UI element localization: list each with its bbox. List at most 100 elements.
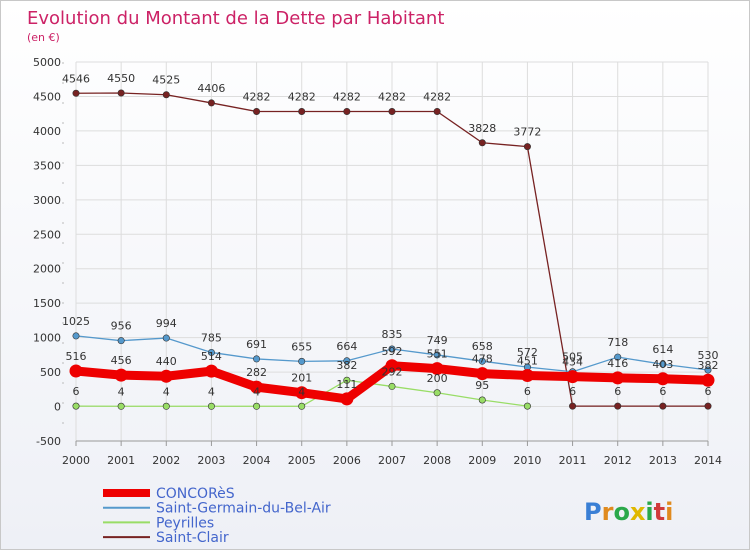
- data-label: 530: [698, 349, 719, 362]
- data-point: [114, 368, 128, 382]
- legend-label: CONCORèS: [156, 486, 235, 502]
- x-tick-label: 2004: [243, 454, 271, 467]
- data-label: 6: [705, 385, 712, 398]
- data-point: [478, 357, 486, 365]
- data-label: 4: [118, 385, 125, 398]
- data-label: 451: [517, 354, 538, 367]
- x-tick-label: 2007: [378, 454, 406, 467]
- data-label: 4: [208, 385, 215, 398]
- data-point: [117, 402, 125, 410]
- data-label: 4525: [152, 74, 180, 87]
- proxiti-logo: Proxiti: [584, 498, 673, 526]
- data-label: 4282: [423, 90, 451, 103]
- data-label-layer: 516 456 440 514 282 201 111 592 551 478 451 434 416 4…: [62, 72, 719, 398]
- data-label: 6: [524, 385, 531, 398]
- data-point: [117, 89, 125, 97]
- data-point: [204, 364, 218, 378]
- y-tick-label: 2000: [33, 263, 61, 276]
- data-label: 6: [614, 385, 621, 398]
- data-label: 505: [562, 351, 583, 364]
- data-point: [207, 402, 215, 410]
- data-label: 6: [659, 385, 666, 398]
- chart-title: Evolution du Montant de la Dette par Hab…: [27, 8, 444, 29]
- data-point: [388, 107, 396, 115]
- data-point: [566, 370, 580, 384]
- data-point: [475, 367, 489, 381]
- data-point: [253, 107, 261, 115]
- data-point: [295, 386, 309, 400]
- data-label: 111: [336, 378, 357, 391]
- data-label: 994: [156, 317, 177, 330]
- logo-letter: o: [613, 498, 630, 526]
- data-label: 4: [298, 385, 305, 398]
- x-tick-label: 2006: [333, 454, 361, 467]
- data-point: [162, 334, 170, 342]
- data-label: 516: [66, 350, 87, 363]
- data-point: [298, 107, 306, 115]
- data-label: 292: [382, 365, 403, 378]
- data-point: [704, 402, 712, 410]
- x-tick-label: 2013: [649, 454, 677, 467]
- axis-layer: -500050010001500200025003000350040004500…: [33, 56, 722, 467]
- data-label: 416: [607, 357, 628, 370]
- data-point: [430, 362, 444, 376]
- data-point: [614, 402, 622, 410]
- data-label: 456: [111, 354, 132, 367]
- data-point: [253, 355, 261, 363]
- data-point: [433, 107, 441, 115]
- data-point: [478, 396, 486, 404]
- logo-text: Proxiti: [584, 498, 673, 526]
- data-label: 4: [163, 385, 170, 398]
- data-point: [340, 392, 354, 406]
- data-point: [659, 360, 667, 368]
- data-label: 572: [517, 346, 538, 359]
- data-label: 749: [427, 334, 448, 347]
- data-label: 4406: [197, 82, 225, 95]
- data-label: 282: [246, 366, 267, 379]
- logo-letter: P: [584, 498, 602, 526]
- data-label: 614: [652, 343, 673, 356]
- data-point: [343, 357, 351, 365]
- data-label: 691: [246, 338, 267, 351]
- x-tick-label: 2001: [107, 454, 135, 467]
- y-tick-label: 3000: [33, 194, 61, 207]
- logo-letter: x: [630, 498, 646, 526]
- data-point: [72, 89, 80, 97]
- data-label: 382: [698, 359, 719, 372]
- data-label: 835: [382, 328, 403, 341]
- data-point: [117, 337, 125, 345]
- y-tick-label: -500: [36, 435, 61, 448]
- y-tick-label: 1000: [33, 332, 61, 345]
- data-point: [614, 353, 622, 361]
- y-tick-label: 2500: [33, 228, 61, 241]
- data-point: [343, 107, 351, 115]
- data-label: 4282: [378, 90, 406, 103]
- data-point: [298, 357, 306, 365]
- data-point: [523, 143, 531, 151]
- data-point: [250, 380, 264, 394]
- x-tick-label: 2011: [559, 454, 587, 467]
- data-point: [72, 332, 80, 340]
- data-label: 403: [652, 358, 673, 371]
- y-tick-label: 1500: [33, 297, 61, 310]
- data-point: [69, 364, 83, 378]
- data-point: [343, 376, 351, 384]
- data-point: [253, 402, 261, 410]
- data-label: 3828: [468, 122, 496, 135]
- data-label: 4282: [288, 90, 316, 103]
- data-label: 551: [427, 348, 448, 361]
- data-label: 514: [201, 350, 222, 363]
- data-point: [72, 402, 80, 410]
- data-point: [433, 389, 441, 397]
- data-label: 201: [291, 372, 312, 385]
- data-label: 785: [201, 331, 222, 344]
- x-tick-label: 2008: [423, 454, 451, 467]
- data-point: [433, 351, 441, 359]
- data-label: 956: [111, 320, 132, 333]
- data-point: [478, 139, 486, 147]
- y-tick-label: 4500: [33, 90, 61, 103]
- x-tick-label: 2012: [604, 454, 632, 467]
- data-label: 4282: [243, 90, 271, 103]
